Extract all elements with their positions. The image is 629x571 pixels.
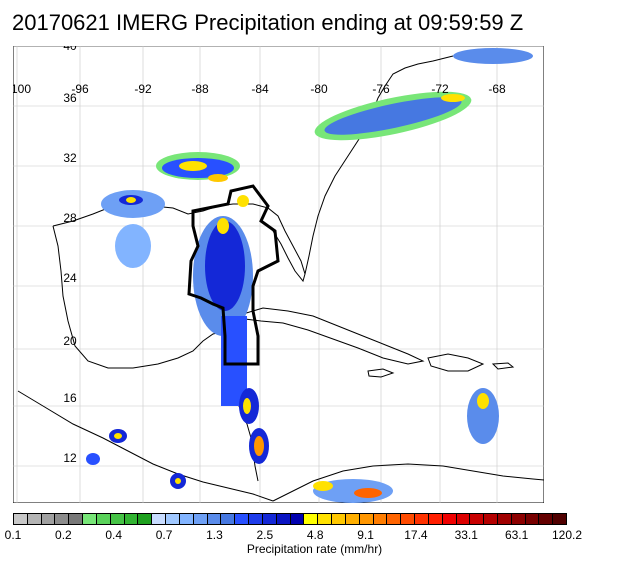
colorbar-swatch (525, 514, 540, 524)
latitude-label: 36 (63, 91, 77, 105)
longitude-label: -72 (431, 82, 449, 96)
colorbar-swatch (14, 514, 28, 524)
colorbar-tick-label: 9.1 (357, 528, 374, 542)
colorbar-tick-label: 0.7 (155, 528, 173, 542)
colorbar-tick-label: 2.5 (256, 528, 274, 542)
longitude-label: -84 (251, 82, 269, 96)
colorbar-swatch (96, 514, 111, 524)
latitude-label: 24 (63, 271, 77, 285)
colorbar-swatch (470, 514, 485, 524)
map-gridlines (13, 46, 544, 503)
colorbar-swatch (456, 514, 471, 524)
colorbar-tick-label: 33.1 (454, 528, 478, 542)
colorbar-tick-label: 17.4 (404, 528, 428, 542)
colorbar-swatch (387, 514, 402, 524)
colorbar-swatch (359, 514, 374, 524)
colorbar-tick-label: 0.2 (55, 528, 72, 542)
precipitation-map: -100 -96 -92 -88 -84 -80 -76 -72 -68 40 36 32 28 24 20… (13, 46, 544, 503)
longitude-label: -92 (134, 82, 152, 96)
colorbar-swatch (41, 514, 56, 524)
colorbar-swatch (69, 514, 84, 524)
colorbar-swatch (415, 514, 429, 524)
longitude-label: -88 (191, 82, 209, 96)
colorbar-swatch (511, 514, 526, 524)
colorbar-swatch (318, 514, 333, 524)
colorbar-swatch (539, 514, 554, 524)
colorbar-swatch (166, 514, 180, 524)
colorbar-title: Precipitation rate (mm/hr) (246, 542, 383, 556)
latitude-label: 20 (63, 334, 77, 348)
colorbar (13, 513, 567, 525)
precipitation-areas (86, 48, 533, 503)
colorbar-tick-label: 63.1 (504, 528, 529, 542)
colorbar-swatch (193, 514, 208, 524)
colorbar-swatch (553, 514, 567, 524)
longitude-label: -76 (372, 82, 390, 96)
latitude-label: 40 (63, 46, 77, 53)
colorbar-swatch (152, 514, 167, 524)
colorbar-swatch (428, 514, 443, 524)
colorbar-swatch (110, 514, 125, 524)
colorbar-swatch (221, 514, 236, 524)
colorbar-swatch (124, 514, 139, 524)
colorbar-swatch (138, 514, 153, 524)
colorbar-swatch (207, 514, 222, 524)
longitude-label: -100 (13, 82, 31, 96)
colorbar-swatch (442, 514, 457, 524)
colorbar-swatch (401, 514, 416, 524)
colorbar-tick-label: 4.8 (306, 528, 324, 542)
colorbar-swatch (27, 514, 42, 524)
colorbar-swatch (83, 514, 97, 524)
longitude-label: -96 (71, 82, 89, 96)
axis-labels: -100 -96 -92 -88 -84 -80 -76 -72 -68 40 36 32 28 24 20… (13, 46, 506, 465)
latitude-label: 12 (63, 451, 77, 465)
latitude-label: 16 (63, 391, 77, 405)
colorbar-swatch (235, 514, 250, 524)
colorbar-swatch (262, 514, 277, 524)
colorbar-swatch (290, 514, 305, 524)
colorbar-tick-label: 0.1 (4, 528, 22, 542)
colorbar-swatch (276, 514, 291, 524)
colorbar-swatch (373, 514, 388, 524)
map-title: 20170621 IMERG Precipitation ending at 0… (12, 10, 524, 35)
colorbar-swatch (332, 514, 346, 524)
colorbar-tick-label: 0.4 (105, 528, 123, 542)
latitude-label: 32 (63, 151, 77, 165)
colorbar-swatch (497, 514, 512, 524)
latitude-label: 28 (63, 211, 77, 225)
colorbar-swatch (304, 514, 319, 524)
colorbar-swatch (55, 514, 70, 524)
colorbar-swatch (345, 514, 360, 524)
colorbar-tick-label: 120.2 (551, 528, 583, 542)
colorbar-swatch (484, 514, 498, 524)
colorbar-swatch (179, 514, 194, 524)
longitude-label: -80 (310, 82, 328, 96)
colorbar-tick-label: 1.3 (206, 528, 223, 542)
longitude-label: -68 (488, 82, 506, 96)
outlined-region (187, 184, 280, 366)
colorbar-swatch (249, 514, 263, 524)
colorbar-labels: 0.1 0.2 0.4 0.7 1.3 2.5 4.8 9.1 17.4 33.1 63.1 120.… (0, 528, 629, 544)
